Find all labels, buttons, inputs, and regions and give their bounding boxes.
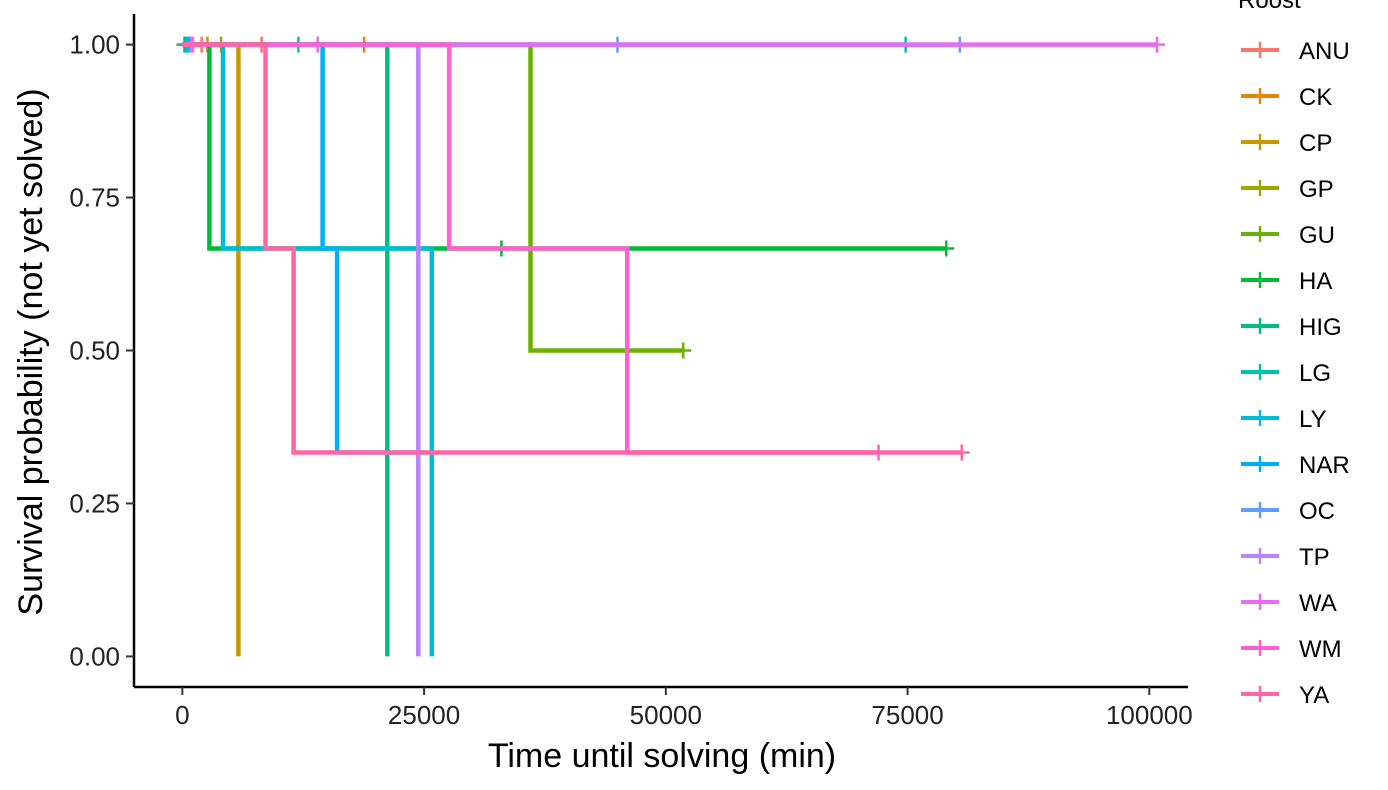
series-wm <box>182 42 887 461</box>
x-tick-label: 0 <box>175 700 189 730</box>
legend-item-hig: HIG <box>1241 314 1342 341</box>
y-ticks: 0.00 0.25 0.50 0.75 1.00 <box>69 30 134 671</box>
y-axis-title: Survival probability (not yet solved) <box>12 88 50 615</box>
legend-key-cross <box>1252 318 1268 334</box>
x-axis-title: Time until solving (min) <box>488 737 836 775</box>
legend-key-cross <box>1252 548 1268 564</box>
legend-label: ANU <box>1299 38 1350 65</box>
series-tp <box>182 36 421 657</box>
legend: Roost ANU CK CP GP GU HA HIG LG LY NAR OC TP WA WM YA <box>1238 0 1350 709</box>
x-tick-label: 100000 <box>1106 700 1193 730</box>
legend-label: OC <box>1299 498 1335 525</box>
legend-key-cross <box>1252 594 1268 610</box>
legend-key-cross <box>1252 502 1268 518</box>
legend-item-nar: NAR <box>1241 452 1350 479</box>
censor-mark <box>1149 36 1166 53</box>
legend-key-cross <box>1252 364 1268 380</box>
y-tick-label: 0.25 <box>69 488 120 518</box>
legend-item-ya: YA <box>1241 682 1329 709</box>
legend-key-cross <box>1252 456 1268 472</box>
legend-label: LG <box>1299 360 1331 387</box>
legend-label: YA <box>1299 682 1329 709</box>
legend-item-ck: CK <box>1241 84 1332 111</box>
legend-key-cross <box>1252 180 1268 196</box>
legend-key-cross <box>1252 42 1268 58</box>
legend-label: WA <box>1299 590 1337 617</box>
legend-item-gp: GP <box>1241 176 1334 203</box>
legend-key-cross <box>1252 272 1268 288</box>
legend-item-anu: ANU <box>1241 38 1350 65</box>
legend-label: WM <box>1299 636 1342 663</box>
survival-curve-ha <box>182 42 947 251</box>
y-tick-label: 1.00 <box>69 30 120 60</box>
legend-label: GP <box>1299 176 1334 203</box>
legend-item-tp: TP <box>1241 544 1330 571</box>
censor-mark <box>938 240 955 257</box>
plot-lines <box>176 36 1166 657</box>
series-ya <box>182 42 970 461</box>
legend-label: NAR <box>1299 452 1350 479</box>
legend-item-wm: WM <box>1241 636 1342 663</box>
series-gu <box>182 42 692 359</box>
legend-label: CP <box>1299 130 1332 157</box>
legend-title: Roost <box>1238 0 1301 14</box>
survival-curve-ya <box>182 42 962 455</box>
x-tick-label: 50000 <box>630 700 702 730</box>
legend-label: CK <box>1299 84 1332 111</box>
legend-label: HA <box>1299 268 1332 295</box>
legend-key-cross <box>1252 640 1268 656</box>
survival-curve-ly <box>182 42 435 657</box>
censor-mark <box>953 444 970 461</box>
legend-item-lg: LG <box>1241 360 1331 387</box>
survival-curve-tp <box>182 42 421 657</box>
survival-curve-hig <box>182 42 390 657</box>
legend-label: HIG <box>1299 314 1342 341</box>
y-tick-label: 0.00 <box>69 641 120 671</box>
legend-item-gu: GU <box>1241 222 1335 249</box>
legend-item-oc: OC <box>1241 498 1335 525</box>
x-tick-label: 25000 <box>388 700 460 730</box>
y-tick-label: 0.50 <box>69 336 120 366</box>
legend-key-cross <box>1252 226 1268 242</box>
y-tick-label: 0.75 <box>69 183 120 213</box>
legend-item-ly: LY <box>1241 406 1327 433</box>
legend-label: TP <box>1299 544 1330 571</box>
legend-label: LY <box>1299 406 1327 433</box>
legend-key-cross <box>1252 410 1268 426</box>
legend-items: ANU CK CP GP GU HA HIG LG LY NAR OC TP WA WM YA <box>1241 38 1350 709</box>
series-ha <box>182 42 955 257</box>
legend-key-cross <box>1252 134 1268 150</box>
censor-mark <box>675 342 692 359</box>
x-ticks: 0 25000 50000 75000 100000 <box>175 687 1193 730</box>
legend-item-ha: HA <box>1241 268 1332 295</box>
legend-key-cross <box>1252 686 1268 702</box>
legend-item-cp: CP <box>1241 130 1332 157</box>
legend-key-cross <box>1252 88 1268 104</box>
legend-label: GU <box>1299 222 1335 249</box>
legend-item-wa: WA <box>1241 590 1337 617</box>
x-tick-label: 75000 <box>871 700 943 730</box>
series-ly <box>179 36 435 657</box>
